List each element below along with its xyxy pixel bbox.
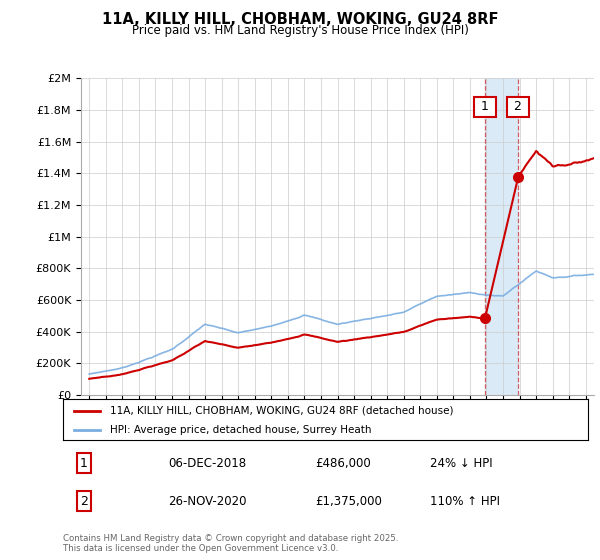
Text: 1: 1 — [80, 457, 88, 470]
Bar — [485, 78, 518, 395]
Text: 2: 2 — [510, 100, 526, 113]
Text: 26-NOV-2020: 26-NOV-2020 — [168, 495, 247, 508]
Text: 110% ↑ HPI: 110% ↑ HPI — [431, 495, 500, 508]
Text: £486,000: £486,000 — [315, 457, 371, 470]
Text: 11A, KILLY HILL, CHOBHAM, WOKING, GU24 8RF: 11A, KILLY HILL, CHOBHAM, WOKING, GU24 8… — [102, 12, 498, 27]
Text: Contains HM Land Registry data © Crown copyright and database right 2025.
This d: Contains HM Land Registry data © Crown c… — [63, 534, 398, 553]
Text: £1,375,000: £1,375,000 — [315, 495, 382, 508]
Text: 24% ↓ HPI: 24% ↓ HPI — [431, 457, 493, 470]
Text: 11A, KILLY HILL, CHOBHAM, WOKING, GU24 8RF (detached house): 11A, KILLY HILL, CHOBHAM, WOKING, GU24 8… — [110, 405, 454, 416]
Text: 1: 1 — [477, 100, 493, 113]
Text: 06-DEC-2018: 06-DEC-2018 — [168, 457, 246, 470]
Text: Price paid vs. HM Land Registry's House Price Index (HPI): Price paid vs. HM Land Registry's House … — [131, 24, 469, 36]
Text: 2: 2 — [80, 495, 88, 508]
Text: HPI: Average price, detached house, Surrey Heath: HPI: Average price, detached house, Surr… — [110, 424, 372, 435]
